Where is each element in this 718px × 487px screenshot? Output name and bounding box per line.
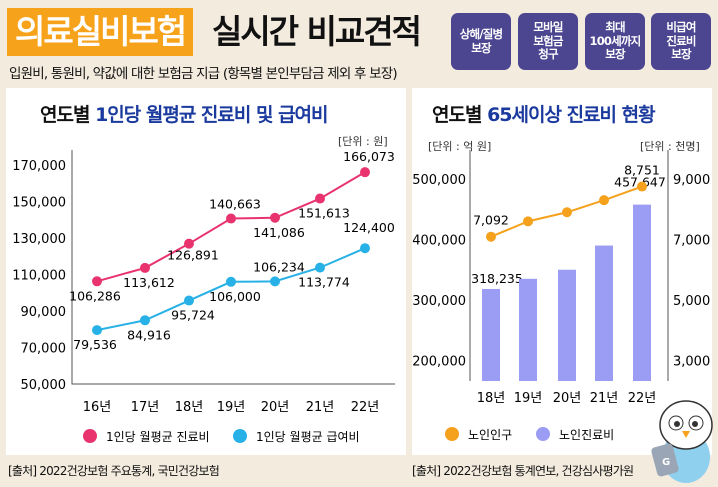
data-label: 106,000 — [209, 289, 261, 304]
x-tick-label: 19년 — [217, 400, 246, 415]
y-tick-label-right: 5,000 — [673, 294, 710, 309]
data-label: 126,891 — [167, 248, 219, 263]
left-chart-title: 연도별 1인당 월평균 진료비 및 급여비 — [40, 104, 329, 126]
badge-mobile-claim: 모바일 보험금 청구 — [518, 13, 578, 70]
legend-label: 노인인구 — [468, 428, 512, 442]
legend-label: 1인당 월평균 진료비 — [106, 430, 210, 444]
data-label: 151,613 — [298, 206, 350, 221]
left-source: [출처] 2022건강보험 주요통계, 국민건강보험 — [8, 464, 220, 478]
data-point — [562, 207, 572, 218]
bar — [595, 245, 613, 381]
x-tick-label: 16년 — [83, 400, 112, 415]
data-point — [184, 238, 194, 249]
subtitle: 입원비, 통원비, 약값에 대한 보험금 지급 (항목별 본인부담금 제외 후 … — [9, 66, 398, 82]
bar — [519, 278, 537, 381]
left-unit: [단위 : 원] — [338, 135, 388, 148]
y-tick-label-right: 7,000 — [673, 234, 710, 249]
data-point — [140, 262, 150, 273]
x-tick-label: 20년 — [261, 400, 290, 415]
data-label: 113,612 — [123, 275, 175, 290]
owl-mascot-icon: G — [651, 400, 713, 483]
data-label: 140,663 — [209, 197, 261, 212]
title: 실시간 비교견적 — [212, 12, 422, 51]
x-tick-label: 22년 — [351, 400, 380, 415]
data-point — [360, 243, 370, 254]
data-label: 7,092 — [473, 213, 509, 228]
bar-label: 318,235 — [471, 271, 523, 286]
data-point — [92, 325, 102, 336]
data-label: 106,234 — [253, 259, 305, 274]
x-tick-label: 18년 — [477, 391, 506, 406]
data-point — [270, 276, 280, 287]
y-tick-label-right: 9,000 — [673, 173, 710, 188]
data-point — [270, 212, 280, 223]
legend-marker — [83, 429, 97, 443]
y-tick-label-left: 200,000 — [412, 355, 466, 370]
data-label: 8,751 — [624, 163, 660, 178]
y-tick-label-right: 3,000 — [673, 355, 710, 370]
data-point — [226, 276, 236, 287]
right-source: [출처] 2022건강보험 통계연보, 건강심사평가원 — [412, 464, 634, 478]
data-point — [140, 315, 150, 326]
x-tick-label: 22년 — [628, 391, 657, 406]
badge-non-covered: 비급여 진료비 보장 — [651, 13, 711, 70]
y-tick-label: 150,000 — [12, 196, 66, 211]
y-tick-label: 70,000 — [21, 342, 67, 357]
y-tick-label: 130,000 — [12, 232, 66, 247]
y-tick-label: 170,000 — [12, 159, 66, 174]
x-tick-label: 20년 — [553, 391, 582, 406]
right-unit-right: [단위 : 천명] — [640, 140, 700, 153]
data-label: 124,400 — [343, 220, 395, 235]
title-highlight: 의료실비보험 — [7, 8, 194, 56]
bar — [558, 269, 576, 381]
left-chart-panel — [6, 88, 406, 455]
data-point — [486, 231, 496, 242]
y-tick-label: 90,000 — [21, 305, 67, 320]
legend-marker — [445, 427, 459, 441]
svg-text:G: G — [662, 457, 670, 468]
data-label: 141,086 — [253, 225, 305, 240]
y-tick-label: 110,000 — [12, 269, 66, 284]
legend-label: 1인당 월평균 급여비 — [256, 430, 360, 444]
legend-label: 노인진료비 — [559, 428, 614, 442]
y-tick-label-left: 400,000 — [412, 234, 466, 249]
data-point — [315, 193, 325, 204]
y-tick-label: 50,000 — [21, 378, 67, 393]
x-tick-label: 21년 — [590, 391, 619, 406]
data-point — [226, 213, 236, 224]
data-point — [315, 262, 325, 273]
data-label: 166,073 — [343, 149, 395, 164]
bar — [482, 288, 500, 381]
data-label: 113,774 — [298, 275, 350, 290]
data-point — [360, 167, 370, 178]
x-tick-label: 17년 — [131, 400, 160, 415]
data-label: 95,724 — [171, 308, 215, 323]
data-label: 84,916 — [127, 327, 171, 342]
x-tick-label: 21년 — [306, 400, 335, 415]
badge-age-100: 최대 100세까지 보장 — [585, 13, 645, 70]
data-point — [184, 295, 194, 306]
y-tick-label-left: 300,000 — [412, 294, 466, 309]
data-label: 106,286 — [69, 288, 121, 303]
y-tick-label-left: 500,000 — [412, 173, 466, 188]
legend-marker — [233, 429, 247, 443]
right-unit-left: [단위 : 억 원] — [428, 140, 492, 153]
legend-marker — [536, 427, 550, 441]
data-label: 79,536 — [73, 337, 117, 352]
data-point — [637, 181, 647, 192]
left-axis — [71, 150, 395, 385]
right-chart-title: 연도별 65세이상 진료비 현황 — [432, 104, 656, 126]
data-point — [599, 195, 609, 206]
x-tick-label: 18년 — [175, 400, 204, 415]
badge-injury: 상해/질병 보장 — [451, 13, 511, 70]
data-point — [92, 276, 102, 287]
bar — [633, 204, 651, 381]
data-point — [523, 216, 533, 227]
x-tick-label: 19년 — [514, 391, 543, 406]
